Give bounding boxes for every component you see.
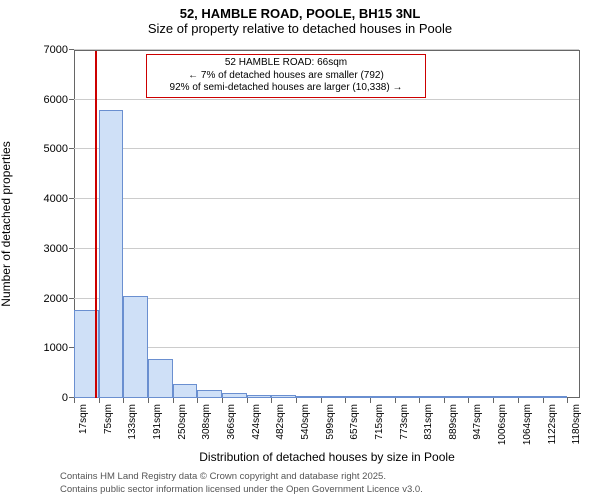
x-tick-mark bbox=[518, 398, 519, 403]
x-tick-label: 947sqm bbox=[472, 404, 483, 440]
x-tick-mark bbox=[197, 398, 198, 403]
grid-line bbox=[74, 99, 579, 100]
histogram-bar bbox=[197, 390, 222, 398]
x-tick-label: 17sqm bbox=[78, 404, 89, 434]
x-tick-mark bbox=[222, 398, 223, 403]
grid-line bbox=[74, 248, 579, 249]
histogram-bar bbox=[173, 384, 198, 398]
x-tick-label: 366sqm bbox=[226, 404, 237, 440]
histogram-bar bbox=[444, 396, 469, 398]
histogram-bar bbox=[148, 359, 173, 398]
chart-title-sub: Size of property relative to detached ho… bbox=[0, 21, 600, 36]
x-tick-label: 308sqm bbox=[201, 404, 212, 440]
x-tick-mark bbox=[271, 398, 272, 403]
y-axis-title: Number of detached properties bbox=[0, 141, 13, 306]
annotation-line-3: 92% of semi-detached houses are larger (… bbox=[153, 82, 419, 95]
chart-title-block: 52, HAMBLE ROAD, POOLE, BH15 3NL Size of… bbox=[0, 0, 600, 36]
x-tick-mark bbox=[419, 398, 420, 403]
x-tick-label: 889sqm bbox=[448, 404, 459, 440]
footer-line-2: Contains public sector information licen… bbox=[60, 484, 423, 496]
histogram-bar bbox=[345, 396, 370, 398]
histogram-bar bbox=[321, 396, 346, 398]
grid-line bbox=[74, 148, 579, 149]
y-tick-label: 4000 bbox=[44, 193, 68, 205]
attribution-footer: Contains HM Land Registry data © Crown c… bbox=[60, 471, 423, 496]
x-tick-label: 75sqm bbox=[103, 404, 114, 434]
x-tick-label: 133sqm bbox=[127, 404, 138, 440]
x-tick-label: 773sqm bbox=[399, 404, 410, 440]
histogram-bar bbox=[247, 395, 272, 398]
x-tick-label: 599sqm bbox=[325, 404, 336, 440]
x-tick-mark bbox=[444, 398, 445, 403]
histogram-bar bbox=[123, 296, 148, 398]
grid-line bbox=[74, 49, 579, 50]
x-tick-label: 482sqm bbox=[275, 404, 286, 440]
x-tick-mark bbox=[173, 398, 174, 403]
x-tick-mark bbox=[468, 398, 469, 403]
y-tick-label: 6000 bbox=[44, 94, 68, 106]
y-tick-label: 2000 bbox=[44, 293, 68, 305]
y-tick-label: 1000 bbox=[44, 342, 68, 354]
histogram-bar bbox=[419, 396, 444, 398]
histogram-bar bbox=[468, 396, 493, 398]
x-tick-mark bbox=[123, 398, 124, 403]
grid-line bbox=[74, 298, 579, 299]
annotation-box: 52 HAMBLE ROAD: 66sqm ← 7% of detached h… bbox=[146, 54, 426, 98]
x-tick-label: 831sqm bbox=[423, 404, 434, 440]
x-tick-mark bbox=[345, 398, 346, 403]
histogram-bar bbox=[271, 395, 296, 398]
histogram-bar bbox=[518, 396, 543, 398]
histogram-bar bbox=[493, 396, 518, 398]
x-tick-mark bbox=[493, 398, 494, 403]
y-tick-label: 5000 bbox=[44, 143, 68, 155]
histogram-bar bbox=[296, 396, 321, 398]
annotation-line-1: 52 HAMBLE ROAD: 66sqm bbox=[153, 57, 419, 70]
x-tick-mark bbox=[99, 398, 100, 403]
x-tick-mark bbox=[370, 398, 371, 403]
histogram-bar bbox=[395, 396, 420, 398]
grid-line bbox=[74, 198, 579, 199]
y-tick-mark bbox=[69, 148, 74, 149]
footer-line-1: Contains HM Land Registry data © Crown c… bbox=[60, 471, 423, 483]
y-tick-mark bbox=[69, 49, 74, 50]
y-tick-mark bbox=[69, 198, 74, 199]
annotation-line-2: ← 7% of detached houses are smaller (792… bbox=[153, 70, 419, 83]
x-tick-label: 250sqm bbox=[177, 404, 188, 440]
y-tick-label: 3000 bbox=[44, 243, 68, 255]
x-tick-label: 1122sqm bbox=[547, 404, 558, 444]
y-tick-label: 0 bbox=[62, 392, 68, 404]
x-axis-title: Distribution of detached houses by size … bbox=[74, 450, 580, 464]
histogram-bar bbox=[543, 396, 568, 398]
x-tick-mark bbox=[74, 398, 75, 403]
x-tick-label: 191sqm bbox=[152, 404, 163, 440]
x-tick-label: 715sqm bbox=[374, 404, 385, 440]
y-tick-mark bbox=[69, 99, 74, 100]
histogram-bar bbox=[222, 393, 247, 398]
x-tick-mark bbox=[567, 398, 568, 403]
x-tick-label: 424sqm bbox=[251, 404, 262, 440]
x-tick-mark bbox=[148, 398, 149, 403]
x-tick-mark bbox=[247, 398, 248, 403]
reference-line bbox=[95, 51, 97, 398]
histogram-chart: 0100020003000400050006000700017sqm75sqm1… bbox=[74, 50, 580, 398]
chart-title-main: 52, HAMBLE ROAD, POOLE, BH15 3NL bbox=[0, 6, 600, 21]
x-tick-label: 540sqm bbox=[300, 404, 311, 440]
x-tick-mark bbox=[296, 398, 297, 403]
grid-line bbox=[74, 347, 579, 348]
y-tick-mark bbox=[69, 248, 74, 249]
histogram-bar bbox=[99, 110, 124, 398]
y-tick-label: 7000 bbox=[44, 44, 68, 56]
x-tick-label: 1064sqm bbox=[522, 404, 533, 445]
x-tick-mark bbox=[543, 398, 544, 403]
x-tick-label: 657sqm bbox=[349, 404, 360, 440]
y-tick-mark bbox=[69, 298, 74, 299]
histogram-bar bbox=[370, 396, 395, 398]
x-tick-mark bbox=[395, 398, 396, 403]
x-tick-mark bbox=[321, 398, 322, 403]
x-tick-label: 1180sqm bbox=[571, 404, 582, 444]
x-tick-label: 1006sqm bbox=[497, 404, 508, 445]
